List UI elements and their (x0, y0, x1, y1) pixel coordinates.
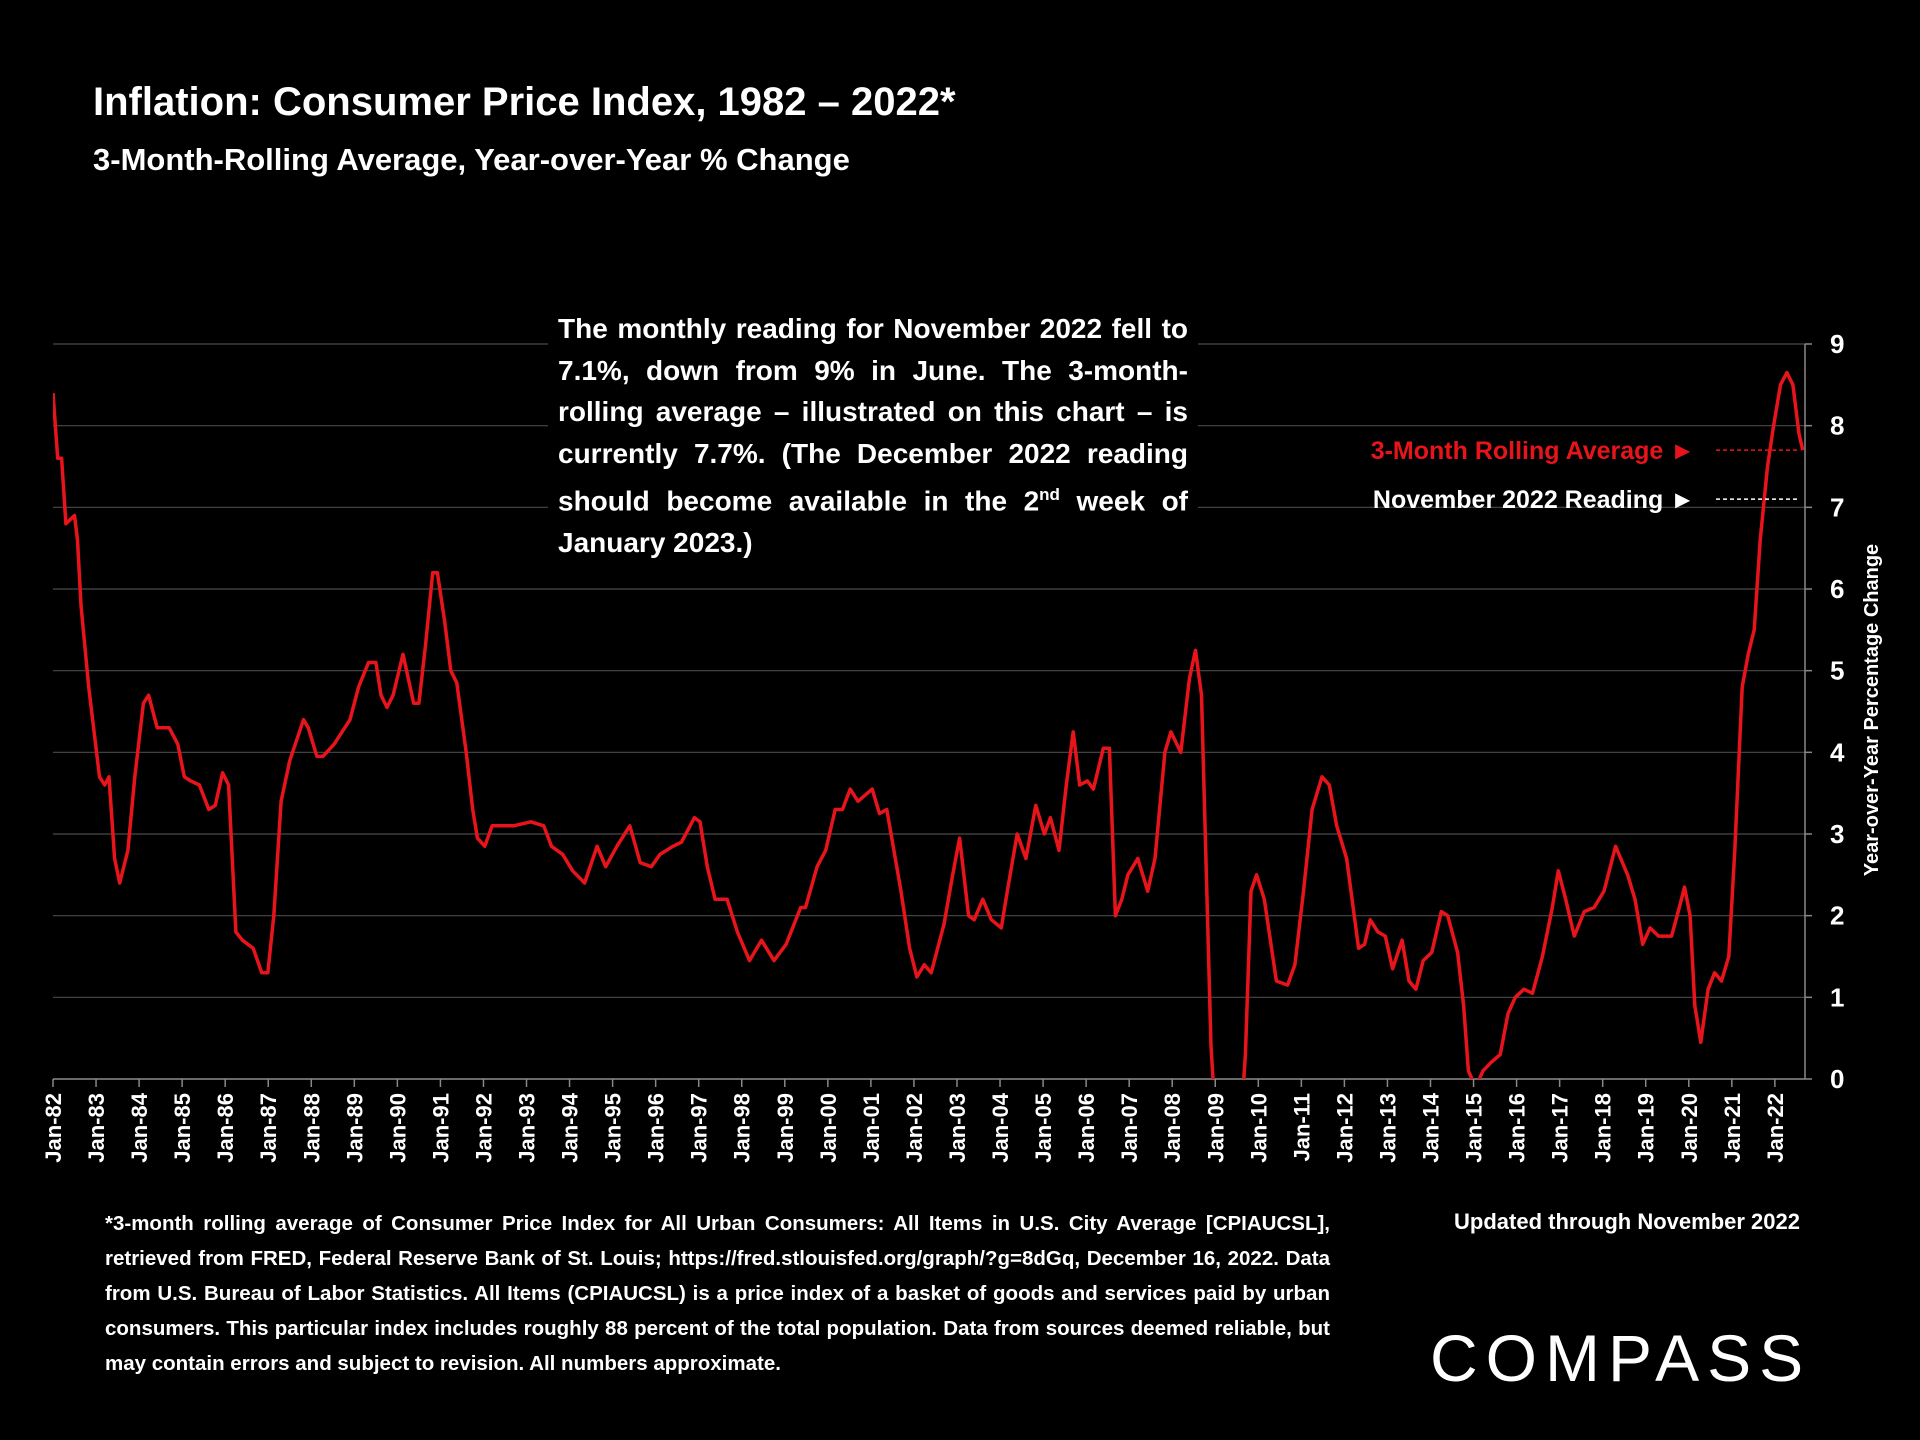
y-tick-label: 6 (1830, 574, 1844, 604)
y-tick-label: 8 (1830, 411, 1844, 441)
x-tick-label: Jan-08 (1160, 1093, 1185, 1163)
x-tick-label: Jan-13 (1375, 1093, 1400, 1163)
x-tick-label: Jan-94 (558, 1092, 583, 1162)
x-tick-label: Jan-17 (1548, 1093, 1573, 1163)
x-tick-label: Jan-99 (773, 1093, 798, 1163)
y-tick-label: 0 (1830, 1064, 1844, 1094)
x-tick-label: Jan-88 (299, 1093, 324, 1163)
x-tick-label: Jan-22 (1763, 1093, 1788, 1163)
data-line (53, 370, 1805, 1079)
x-tick-label: Jan-15 (1462, 1093, 1487, 1163)
updated-note: Updated through November 2022 (1454, 1209, 1800, 1234)
x-tick-label: Jan-14 (1418, 1092, 1443, 1162)
x-tick-label: Jan-01 (859, 1093, 884, 1163)
x-tick-label: Jan-85 (170, 1093, 195, 1163)
y-axis-title: Year-over-Year Percentage Change (1861, 544, 1883, 876)
x-tick-label: Jan-91 (428, 1093, 453, 1163)
y-tick-label: 3 (1830, 819, 1844, 849)
annotation-sup: nd (1039, 485, 1060, 504)
x-tick-label: Jan-20 (1677, 1093, 1702, 1163)
x-tick-label: Jan-10 (1246, 1093, 1271, 1163)
x-tick-label: Jan-09 (1203, 1093, 1228, 1163)
y-tick-label: 5 (1830, 656, 1844, 686)
x-tick-label: Jan-12 (1332, 1093, 1357, 1163)
annotation-text: week of January 2023.) (558, 485, 1189, 558)
chart-subtitle: 3-Month-Rolling Average, Year-over-Year … (93, 142, 850, 177)
y-tick-label: 7 (1830, 492, 1844, 522)
x-tick-label: Jan-93 (515, 1093, 540, 1163)
x-tick-label: Jan-87 (256, 1093, 281, 1163)
logo: COMPASS (1430, 1321, 1812, 1395)
x-tick-label: Jan-03 (945, 1093, 970, 1163)
x-tick-label: Jan-18 (1591, 1093, 1616, 1163)
x-tick-label: Jan-11 (1289, 1093, 1314, 1162)
x-tick-label: Jan-04 (988, 1092, 1013, 1162)
x-tick-label: Jan-07 (1117, 1093, 1142, 1163)
x-tick-label: Jan-89 (342, 1093, 367, 1163)
legend-label: 3-Month Rolling Average ► (1371, 437, 1695, 465)
x-tick-label: Jan-02 (902, 1093, 927, 1163)
legend-label: November 2022 Reading ► (1373, 486, 1695, 514)
y-tick-label: 9 (1830, 329, 1844, 359)
x-tick-label: Jan-83 (84, 1093, 109, 1163)
footnote: *3-month rolling average of Consumer Pri… (105, 1212, 1330, 1375)
x-tick-label: Jan-98 (730, 1093, 755, 1163)
chart-title: Inflation: Consumer Price Index, 1982 – … (93, 80, 956, 124)
x-tick-label: Jan-95 (601, 1093, 626, 1163)
y-tick-label: 2 (1830, 901, 1844, 931)
x-tick-label: Jan-19 (1634, 1093, 1659, 1163)
x-tick-label: Jan-96 (644, 1093, 669, 1163)
y-tick-label: 1 (1830, 982, 1844, 1012)
x-tick-label: Jan-05 (1031, 1093, 1056, 1163)
x-tick-label: Jan-90 (385, 1093, 410, 1163)
x-tick-label: Jan-86 (213, 1093, 238, 1163)
annotation-text: The monthly reading for November 2022 fe… (558, 313, 1188, 517)
x-tick-label: Jan-84 (127, 1092, 152, 1162)
x-tick-label: Jan-82 (41, 1093, 66, 1163)
x-tick-label: Jan-92 (471, 1093, 496, 1163)
x-tick-label: Jan-97 (687, 1093, 712, 1163)
x-tick-label: Jan-16 (1505, 1093, 1530, 1163)
x-tick-label: Jan-06 (1074, 1093, 1099, 1163)
x-tick-label: Jan-00 (816, 1093, 841, 1163)
annotation: The monthly reading for November 2022 fe… (548, 304, 1198, 568)
x-tick-label: Jan-21 (1720, 1093, 1745, 1163)
y-tick-label: 4 (1830, 737, 1845, 767)
